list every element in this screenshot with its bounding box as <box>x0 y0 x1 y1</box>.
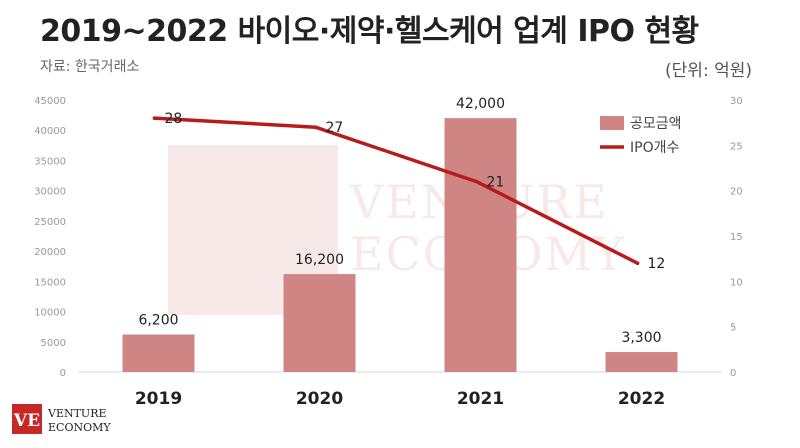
left-axis-tick-label: 10000 <box>34 308 66 319</box>
ipo-count-value-label: 27 <box>326 120 344 136</box>
left-axis-tick-label: 20000 <box>34 247 66 258</box>
left-axis-tick-label: 25000 <box>34 217 66 228</box>
ipo-count-value-label: 12 <box>648 256 666 272</box>
left-axis-tick-label: 30000 <box>34 187 66 198</box>
x-axis-category-label: 2021 <box>457 389 504 409</box>
left-axis-tick-label: 45000 <box>34 96 66 107</box>
x-axis-category-label: 2022 <box>618 389 665 409</box>
bar <box>444 118 517 372</box>
right-axis-tick-label: 20 <box>730 187 743 198</box>
bar-value-label: 42,000 <box>456 96 505 112</box>
logo-mark: VE <box>13 411 40 431</box>
chart-title: 2019~2022 바이오·제약·헬스케어 업계 IPO 현황 <box>40 14 699 49</box>
ipo-count-point <box>152 116 157 120</box>
ipo-count-value-label: 28 <box>165 111 183 127</box>
left-axis-tick-label: 15000 <box>34 277 66 288</box>
ipo-count-point <box>635 261 640 266</box>
right-axis-tick-label: 25 <box>730 141 743 152</box>
x-axis-category-label: 2019 <box>135 389 182 409</box>
bar-value-label: 16,200 <box>295 252 344 268</box>
bar <box>283 274 356 372</box>
left-axis-tick-label: 0 <box>60 368 66 379</box>
left-axis-tick-label: 40000 <box>34 126 66 137</box>
right-axis-tick-label: 30 <box>730 96 743 107</box>
unit-note: (단위: 억원) <box>665 61 752 81</box>
bar-value-label: 6,200 <box>138 313 178 329</box>
logo-line-1: VENTURE <box>47 407 107 420</box>
logo-line-2: ECONOMY <box>48 421 111 434</box>
x-axis-category-label: 2020 <box>296 389 343 409</box>
bar <box>122 334 195 372</box>
ipo-count-value-label: 21 <box>487 175 505 191</box>
logo-mark-background <box>12 404 42 434</box>
left-axis-tick-label: 35000 <box>34 156 66 167</box>
legend-line-label: IPO개수 <box>630 140 679 156</box>
legend-bar-swatch <box>600 116 624 130</box>
source-note: 자료: 한국거래소 <box>40 59 140 75</box>
bar <box>605 352 678 372</box>
left-axis-tick-label: 5000 <box>41 338 66 349</box>
legend-bar-label: 공모금액 <box>630 116 682 132</box>
right-axis-tick-label: 5 <box>730 323 736 334</box>
venture-economy-logo: VE VENTURE ECONOMY <box>12 404 111 434</box>
right-axis-tick-label: 0 <box>730 368 736 379</box>
ipo-count-point <box>474 179 479 184</box>
right-axis-tick-label: 15 <box>730 232 743 243</box>
bar-value-label: 3,300 <box>621 330 661 346</box>
ipo-count-line <box>152 116 640 265</box>
right-axis-tick-label: 10 <box>730 277 743 288</box>
ipo-count-point <box>313 125 318 129</box>
